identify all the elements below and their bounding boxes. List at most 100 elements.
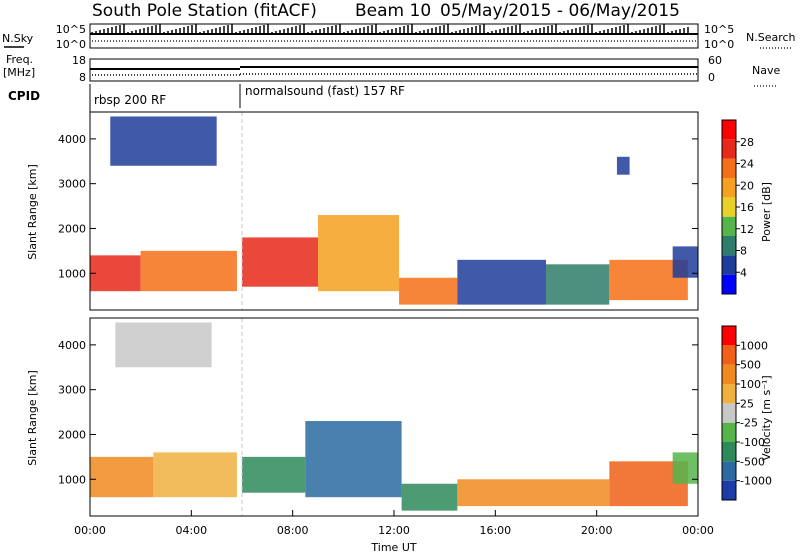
velocity-ylabel: Slant Range [km] (26, 370, 39, 466)
velocity-xticks: 00:00 04:00 08:00 12:00 16:00 20:00 00:00 (74, 510, 714, 537)
velocity-band (457, 479, 546, 507)
power-panel: 1000 2000 3000 4000 Slant Range [km] 28 24 20… (26, 111, 773, 311)
nsky-label: N.Sky (2, 32, 34, 45)
x-tick-label: 20:00 (581, 524, 613, 537)
freq-tick-top: 18 (72, 54, 86, 67)
power-colorbar-swatch (722, 274, 736, 294)
velocity-band (153, 452, 237, 498)
x-tick-label: 00:00 (74, 524, 106, 537)
freq-label-2: [MHz] (3, 66, 35, 79)
nsky-tick-bottom: 10^0 (56, 38, 86, 51)
power-colorbar-tick-label: 16 (740, 201, 754, 214)
power-band (399, 277, 458, 305)
velocity-bands (90, 322, 698, 511)
nsky-strip-frame (89, 23, 699, 49)
power-colorbar-tick-label: 4 (740, 266, 747, 279)
power-colorbar-tick-label: 28 (740, 136, 754, 149)
power-colorbar-label: Power [dB] (760, 182, 773, 242)
chart-title-beam: Beam 10 (355, 1, 431, 21)
velocity-colorbar-swatch (722, 364, 736, 384)
nsky-bars (90, 24, 698, 42)
power-colorbar-tick-label: 8 (740, 245, 747, 258)
x-tick-label: 00:00 (682, 524, 714, 537)
x-tick-label: 04:00 (175, 524, 207, 537)
power-colorbar-tick-label: 20 (740, 179, 754, 192)
velocity-colorbar-label: Velocity [m s⁻¹] (760, 375, 773, 460)
velocity-colorbar-tick-label: 25 (740, 397, 754, 410)
power-colorbar-swatch (722, 120, 736, 140)
power-ytick-label: 3000 (58, 178, 86, 191)
freq-label-1: Freq. (6, 53, 33, 66)
velocity-band (546, 479, 610, 507)
power-band (90, 255, 141, 292)
freq-strip: Freq. [MHz] 18 8 60 0 Nave (3, 53, 780, 87)
velocity-band (305, 421, 402, 498)
velocity-colorbar-tick-label: -25 (740, 417, 758, 430)
velocity-ytick-label: 4000 (58, 339, 86, 352)
velocity-colorbar-swatch (722, 384, 736, 404)
power-band (110, 116, 217, 166)
velocity-colorbar-tick-label: 100 (740, 378, 761, 391)
nave-label: Nave (752, 64, 780, 77)
velocity-band (90, 456, 154, 498)
x-tick-label: 12:00 (378, 524, 410, 537)
power-colorbar-swatch (722, 178, 736, 198)
velocity-colorbar-swatch (722, 442, 736, 462)
nsearch-tick-bottom: 10^0 (704, 38, 734, 51)
velocity-yticks: 1000 2000 3000 4000 (58, 339, 698, 486)
power-yticks: 1000 2000 3000 4000 (58, 133, 698, 280)
velocity-band (242, 456, 306, 493)
power-band (318, 215, 400, 292)
power-panel-frame (89, 111, 699, 311)
power-colorbar-swatch (722, 139, 736, 159)
velocity-colorbar: 1000 500 100 25 -25 -100 -500 -1000 (721, 325, 772, 501)
velocity-colorbar-tick-label: -100 (740, 436, 765, 449)
nsearch-label: N.Search (746, 31, 796, 44)
power-band (242, 237, 318, 287)
power-colorbar-swatch (722, 236, 736, 256)
velocity-colorbar-tick-label: 1000 (740, 339, 768, 352)
cpid-segment-2: normalsound (fast) 157 RF (245, 84, 405, 98)
x-tick-label: 08:00 (277, 524, 309, 537)
power-ytick-label: 2000 (58, 222, 86, 235)
power-colorbar: 28 24 20 16 12 8 4 (721, 119, 754, 295)
nave-tick-bottom: 0 (708, 71, 715, 84)
cpid-row: CPID rbsp 200 RF normalsound (fast) 157 … (8, 84, 405, 112)
power-band (546, 264, 610, 305)
velocity-band (672, 452, 698, 484)
power-colorbar-tick-label: 12 (740, 223, 754, 236)
velocity-colorbar-swatch (722, 326, 736, 346)
x-axis-label: Time UT (370, 541, 416, 554)
power-bands (90, 116, 698, 305)
power-band (616, 156, 630, 175)
power-colorbar-swatch (722, 255, 736, 275)
velocity-colorbar-swatch (722, 345, 736, 365)
x-tick-label: 16:00 (479, 524, 511, 537)
power-band (457, 259, 546, 305)
velocity-ytick-label: 1000 (58, 473, 86, 486)
velocity-ytick-label: 3000 (58, 384, 86, 397)
nave-tick-top: 60 (708, 54, 722, 67)
velocity-colorbar-swatch (722, 403, 736, 423)
power-ytick-label: 1000 (58, 267, 86, 280)
power-ylabel: Slant Range [km] (26, 164, 39, 260)
nsearch-tick-top: 10^5 (704, 23, 734, 36)
velocity-colorbar-frame (721, 325, 737, 501)
nsky-strip: N.Sky 10^5 10^0 10^5 10^0 N.Search (2, 23, 796, 51)
velocity-colorbar-tick-label: 500 (740, 359, 761, 372)
velocity-colorbar-swatch (722, 461, 736, 481)
velocity-colorbar-swatch (722, 422, 736, 442)
power-colorbar-swatch (722, 216, 736, 236)
velocity-ytick-label: 2000 (58, 428, 86, 441)
velocity-colorbar-tick-label: -500 (740, 455, 765, 468)
velocity-colorbar-tick-label: -1000 (740, 475, 772, 488)
cpid-label: CPID (8, 89, 40, 103)
power-band (672, 246, 698, 278)
power-colorbar-swatch (722, 158, 736, 178)
nsky-tick-top: 10^5 (56, 23, 86, 36)
power-band (140, 250, 237, 292)
chart-title-dates: 05/May/2015 - 06/May/2015 (440, 1, 680, 21)
cpid-segment-1: rbsp 200 RF (94, 93, 166, 107)
